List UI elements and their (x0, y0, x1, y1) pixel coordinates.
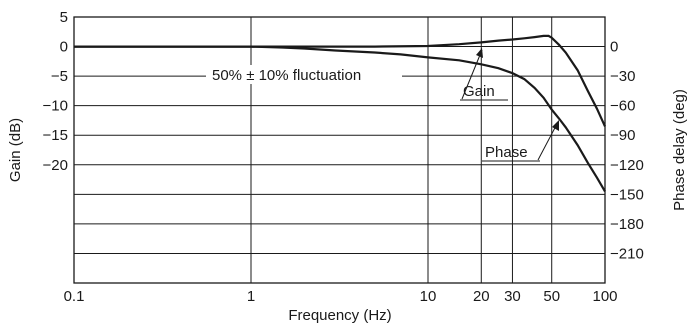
y-tick-label: −15 (43, 127, 68, 144)
y2-tick-label: −60 (610, 98, 635, 115)
x-axis-title: Frequency (Hz) (288, 307, 391, 324)
x-tick-label: 10 (420, 288, 437, 305)
phase-label: Phase (485, 144, 528, 161)
phase-curve (74, 45, 606, 192)
fluctuation-label-bg (206, 65, 402, 84)
y-tick-label: −5 (51, 68, 68, 85)
y-tick-label: 5 (60, 9, 68, 26)
tick-labels: 0.1 1 10 20 30 50 10050−5−10−15−200−30−60−90−1… (43, 9, 644, 305)
gain-leader-arrow (476, 48, 483, 58)
plot-frame (73, 16, 606, 284)
annotations: 50% ± 10% fluctuation Gain Phase (206, 48, 559, 162)
gain-curve (74, 34, 607, 127)
gain-leader-line (461, 49, 483, 100)
y2-tick-label: −90 (610, 127, 635, 144)
x-tick-label: 20 (473, 288, 490, 305)
y2-tick-label: −120 (610, 157, 644, 174)
y2-tick-label: −150 (610, 186, 644, 203)
curves (74, 34, 607, 192)
y2-tick-label: 0 (610, 39, 618, 56)
gain-label: Gain (463, 83, 495, 100)
y2-axis-title: Phase delay (deg) (671, 89, 688, 211)
y-tick-label: −20 (43, 157, 68, 174)
x-tick-label: 0.1 (64, 288, 85, 305)
fluctuation-label: 50% ± 10% fluctuation (212, 67, 361, 84)
x-tick-label: 100 (592, 288, 617, 305)
phase-leader-arrow (552, 120, 559, 131)
y2-tick-label: −30 (610, 68, 635, 85)
y2-tick-label: −210 (610, 245, 644, 262)
y-tick-label: 0 (60, 39, 68, 56)
x-tick-label: 30 (504, 288, 521, 305)
x-tick-label: 1 (247, 288, 255, 305)
y-axis-title: Gain (dB) (7, 118, 24, 182)
x-tick-label: 50 (543, 288, 560, 305)
y2-tick-label: −180 (610, 216, 644, 233)
y-tick-label: −10 (43, 98, 68, 115)
